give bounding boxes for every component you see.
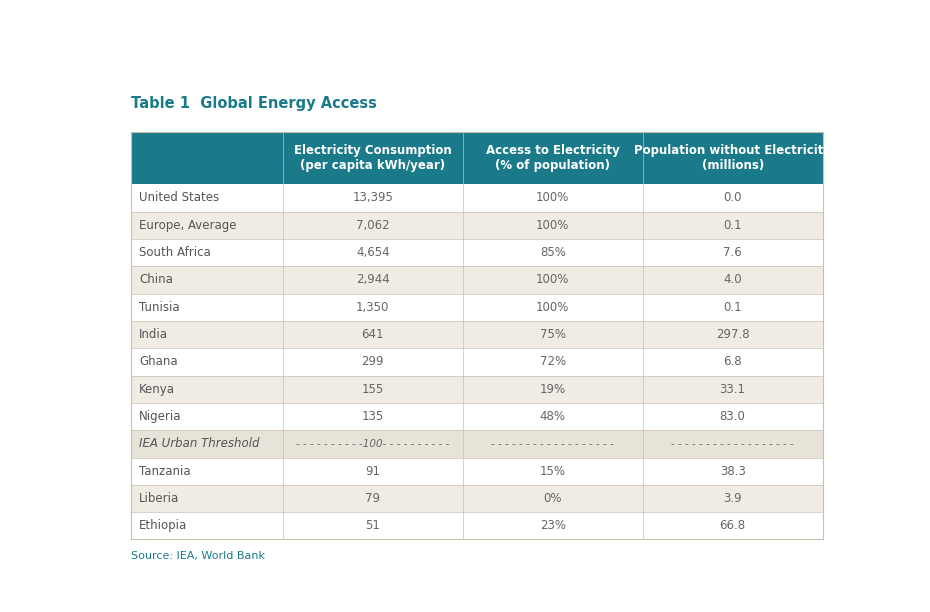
Text: 100%: 100%: [536, 274, 569, 286]
Bar: [130, 266, 822, 294]
Text: - - - - - - - - - -100- - - - - - - - - -: - - - - - - - - - -100- - - - - - - - - …: [296, 439, 449, 449]
Text: 66.8: 66.8: [720, 520, 746, 532]
Bar: [130, 458, 822, 485]
Text: - - - - - - - - - - - - - - - - - -: - - - - - - - - - - - - - - - - - -: [671, 439, 794, 449]
Text: 91: 91: [365, 465, 380, 478]
Text: Tunisia: Tunisia: [140, 300, 179, 314]
Text: 100%: 100%: [536, 300, 569, 314]
Text: Population without Electricity
(millions): Population without Electricity (millions…: [634, 144, 831, 172]
Text: 83.0: 83.0: [720, 410, 746, 423]
Text: 299: 299: [362, 356, 384, 368]
Bar: [130, 239, 822, 266]
Text: 641: 641: [362, 328, 384, 341]
Bar: [130, 512, 822, 540]
Text: 6.8: 6.8: [724, 356, 742, 368]
Bar: [130, 376, 822, 403]
Text: 7.6: 7.6: [724, 246, 742, 259]
Bar: [130, 485, 822, 512]
Text: Nigeria: Nigeria: [140, 410, 181, 423]
Text: 135: 135: [362, 410, 384, 423]
Text: 0%: 0%: [543, 492, 562, 505]
Text: Electricity Consumption
(per capita kWh/year): Electricity Consumption (per capita kWh/…: [294, 144, 452, 172]
Bar: [130, 348, 822, 376]
Text: Table 1  Global Energy Access: Table 1 Global Energy Access: [130, 96, 377, 111]
Text: 4,654: 4,654: [356, 246, 390, 259]
Text: IEA Urban Threshold: IEA Urban Threshold: [140, 438, 259, 450]
Text: 51: 51: [365, 520, 380, 532]
Text: Kenya: Kenya: [140, 382, 176, 396]
Text: 2,944: 2,944: [356, 274, 390, 286]
Text: 33.1: 33.1: [720, 382, 746, 396]
Text: 75%: 75%: [539, 328, 565, 341]
Text: 155: 155: [362, 382, 384, 396]
Text: 23%: 23%: [539, 520, 565, 532]
Text: 13,395: 13,395: [352, 192, 393, 204]
Text: Tanzania: Tanzania: [140, 465, 191, 478]
Text: Ethiopia: Ethiopia: [140, 520, 188, 532]
Text: South Africa: South Africa: [140, 246, 211, 259]
Bar: [130, 132, 822, 184]
Text: 79: 79: [365, 492, 380, 505]
Text: United States: United States: [140, 192, 219, 204]
Bar: [130, 430, 822, 458]
Text: 3.9: 3.9: [724, 492, 742, 505]
Text: 1,350: 1,350: [356, 300, 390, 314]
Text: 100%: 100%: [536, 218, 569, 232]
Text: 85%: 85%: [539, 246, 565, 259]
Text: 4.0: 4.0: [724, 274, 742, 286]
Text: 0.1: 0.1: [724, 300, 742, 314]
Text: 19%: 19%: [539, 382, 565, 396]
Bar: [130, 403, 822, 430]
Bar: [130, 294, 822, 321]
Bar: [130, 212, 822, 239]
Text: Access to Electricity
(% of population): Access to Electricity (% of population): [485, 144, 619, 172]
Text: China: China: [140, 274, 173, 286]
Bar: [130, 184, 822, 212]
Text: 297.8: 297.8: [716, 328, 750, 341]
Text: India: India: [140, 328, 168, 341]
Text: Ghana: Ghana: [140, 356, 178, 368]
Text: 48%: 48%: [539, 410, 565, 423]
Text: 100%: 100%: [536, 192, 569, 204]
Text: - - - - - - - - - - - - - - - - - -: - - - - - - - - - - - - - - - - - -: [491, 439, 614, 449]
Text: Source: IEA, World Bank: Source: IEA, World Bank: [130, 551, 265, 561]
Text: 38.3: 38.3: [720, 465, 746, 478]
Text: 15%: 15%: [539, 465, 565, 478]
Text: Liberia: Liberia: [140, 492, 179, 505]
Text: 72%: 72%: [539, 356, 565, 368]
Text: 0.1: 0.1: [724, 218, 742, 232]
Text: 0.0: 0.0: [724, 192, 742, 204]
Text: Europe, Average: Europe, Average: [140, 218, 237, 232]
Text: 7,062: 7,062: [356, 218, 390, 232]
Bar: [130, 321, 822, 348]
